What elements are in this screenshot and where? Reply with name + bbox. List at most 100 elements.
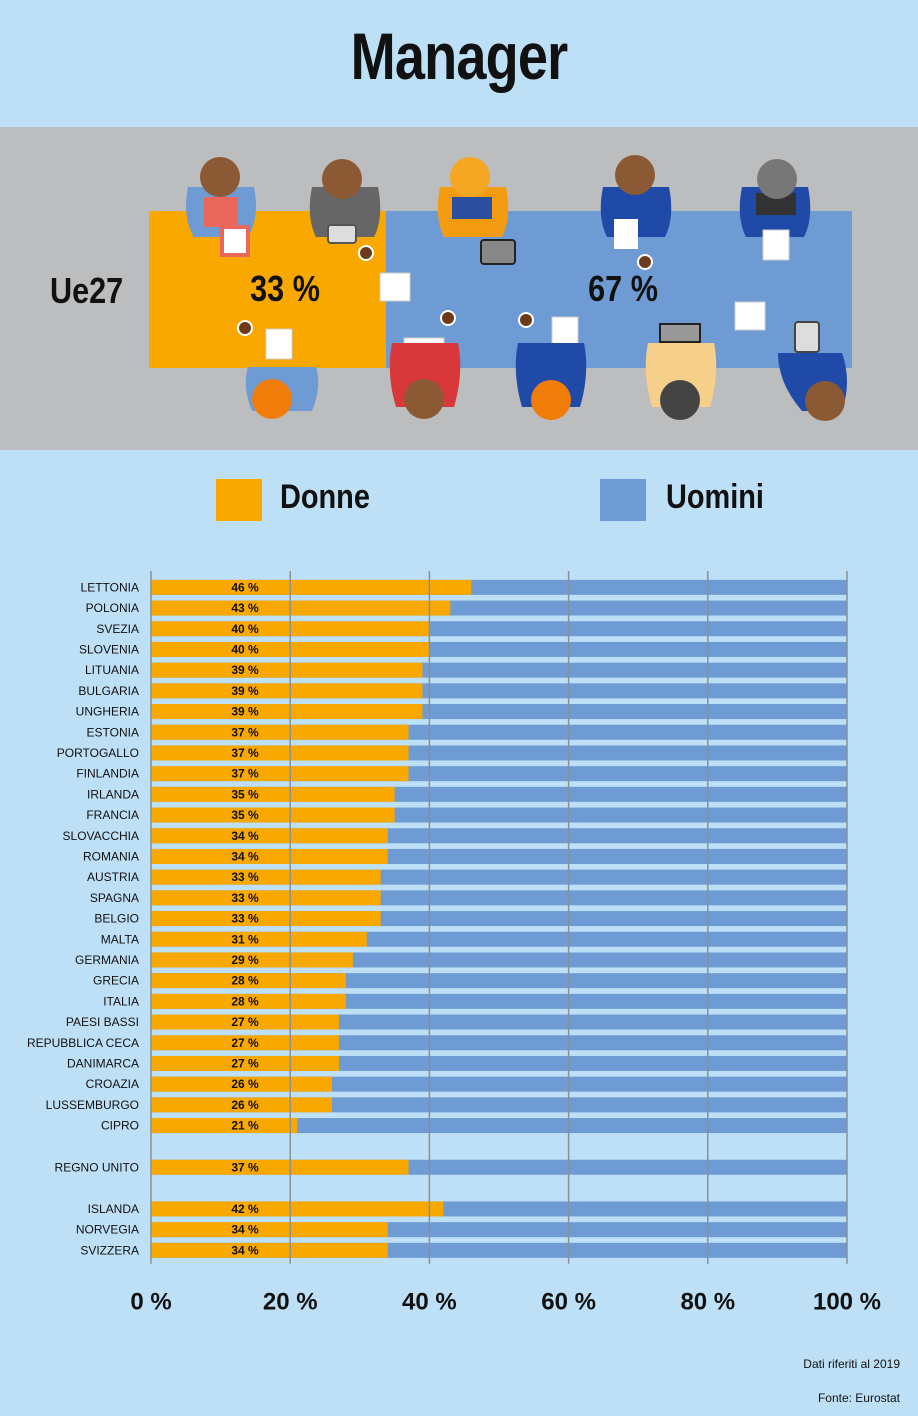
x-tick-label: 40 %	[402, 1289, 457, 1316]
data-label: 37 %	[231, 1160, 259, 1174]
category-label: BELGIO	[94, 912, 139, 926]
bar-donne	[151, 745, 409, 761]
category-label: GRECIA	[93, 974, 139, 988]
x-tick-label: 0 %	[130, 1289, 171, 1316]
category-label: GERMANIA	[75, 953, 139, 967]
bar-donne	[151, 1118, 298, 1134]
bar-donne	[151, 1076, 332, 1092]
category-label: ROMANIA	[83, 849, 139, 863]
bar-donne	[151, 1201, 444, 1217]
bar-donne	[151, 1097, 332, 1113]
bar-donne	[151, 786, 395, 802]
x-tick-label: 60 %	[541, 1289, 596, 1316]
bar-donne	[151, 911, 381, 927]
category-label: ESTONIA	[87, 725, 139, 739]
data-label: 37 %	[231, 767, 259, 781]
document-icon	[734, 301, 766, 331]
person-icon	[778, 353, 847, 421]
data-label: 40 %	[231, 642, 259, 656]
meeting-table-svg	[149, 155, 852, 421]
category-label: ISLANDA	[88, 1202, 139, 1216]
data-label: 33 %	[231, 912, 259, 926]
tablet-icon	[480, 239, 516, 265]
category-label: POLONIA	[86, 601, 139, 615]
data-label: 37 %	[231, 725, 259, 739]
data-label: 27 %	[231, 1015, 259, 1029]
person-icon	[437, 157, 509, 237]
legend-swatch-uomini	[600, 479, 646, 521]
data-label: 26 %	[231, 1098, 259, 1112]
data-label: 42 %	[231, 1202, 259, 1216]
bar-donne	[151, 704, 423, 720]
data-label: 39 %	[231, 705, 259, 719]
bar-donne	[151, 1242, 388, 1258]
category-label: PORTOGALLO	[57, 746, 139, 760]
document-icon	[762, 229, 790, 261]
legend-swatch-donne	[216, 479, 262, 521]
category-label: BULGARIA	[78, 684, 139, 698]
data-label: 43 %	[231, 601, 259, 615]
person-icon	[515, 343, 587, 420]
data-label: 28 %	[231, 994, 259, 1008]
category-label: CROAZIA	[86, 1077, 139, 1091]
bar-donne	[151, 848, 388, 864]
document-icon	[379, 272, 411, 302]
data-label: 40 %	[231, 622, 259, 636]
bar-uomini	[151, 1118, 847, 1134]
tablet-icon	[794, 321, 820, 353]
data-label: 39 %	[231, 684, 259, 698]
data-label: 27 %	[231, 1036, 259, 1050]
x-tick-label: 100 %	[813, 1289, 881, 1316]
bar-donne	[151, 683, 423, 699]
x-tick-label: 80 %	[680, 1289, 735, 1316]
data-label: 31 %	[231, 932, 259, 946]
category-label: LITUANIA	[85, 663, 139, 677]
data-label: 33 %	[231, 870, 259, 884]
document-icon	[614, 219, 638, 249]
category-label: NORVEGIA	[76, 1223, 139, 1237]
data-label: 34 %	[231, 849, 259, 863]
coffee-cup-icon	[440, 310, 456, 326]
bar-donne	[151, 1222, 388, 1238]
chart-title: Manager	[350, 19, 569, 93]
bar-donne	[151, 724, 409, 740]
category-label: SVIZZERA	[80, 1243, 139, 1257]
category-label: SVEZIA	[96, 622, 139, 636]
bar-donne	[151, 766, 409, 782]
bar-donne	[151, 1014, 339, 1030]
data-label: 27 %	[231, 1056, 259, 1070]
bar-donne	[151, 600, 451, 616]
document-icon	[265, 328, 293, 360]
data-label: 34 %	[231, 829, 259, 843]
data-label: 33 %	[231, 891, 259, 905]
category-label: REPUBBLICA CECA	[27, 1036, 139, 1050]
data-label: 21 %	[231, 1119, 259, 1133]
coffee-cup-icon	[518, 312, 534, 328]
category-label: LETTONIA	[81, 580, 139, 594]
category-label: CIPRO	[101, 1119, 139, 1133]
tablet-icon	[220, 225, 250, 257]
document-icon	[551, 316, 579, 348]
bar-donne	[151, 1159, 409, 1175]
data-label: 34 %	[231, 1243, 259, 1257]
bar-donne	[151, 993, 346, 1009]
data-label: 46 %	[231, 580, 259, 594]
category-label: FRANCIA	[86, 808, 139, 822]
category-label: MALTA	[101, 932, 139, 946]
coffee-cup-icon	[237, 320, 253, 336]
tablet-icon	[327, 224, 357, 244]
date-note: Dati riferiti al 2019	[803, 1357, 900, 1371]
person-icon	[245, 367, 319, 419]
donne-share-label: 33 %	[250, 268, 320, 309]
person-icon	[186, 157, 256, 237]
legend-label-uomini: Uomini	[666, 478, 764, 516]
data-label: 28 %	[231, 974, 259, 988]
person-icon	[309, 159, 381, 237]
category-label: DANIMARCA	[67, 1056, 139, 1070]
data-label: 35 %	[231, 787, 259, 801]
bar-donne	[151, 931, 367, 947]
bar-donne	[151, 869, 381, 885]
category-label: FINLANDIA	[76, 767, 139, 781]
laptop-icon	[659, 323, 701, 343]
bar-donne	[151, 890, 381, 906]
